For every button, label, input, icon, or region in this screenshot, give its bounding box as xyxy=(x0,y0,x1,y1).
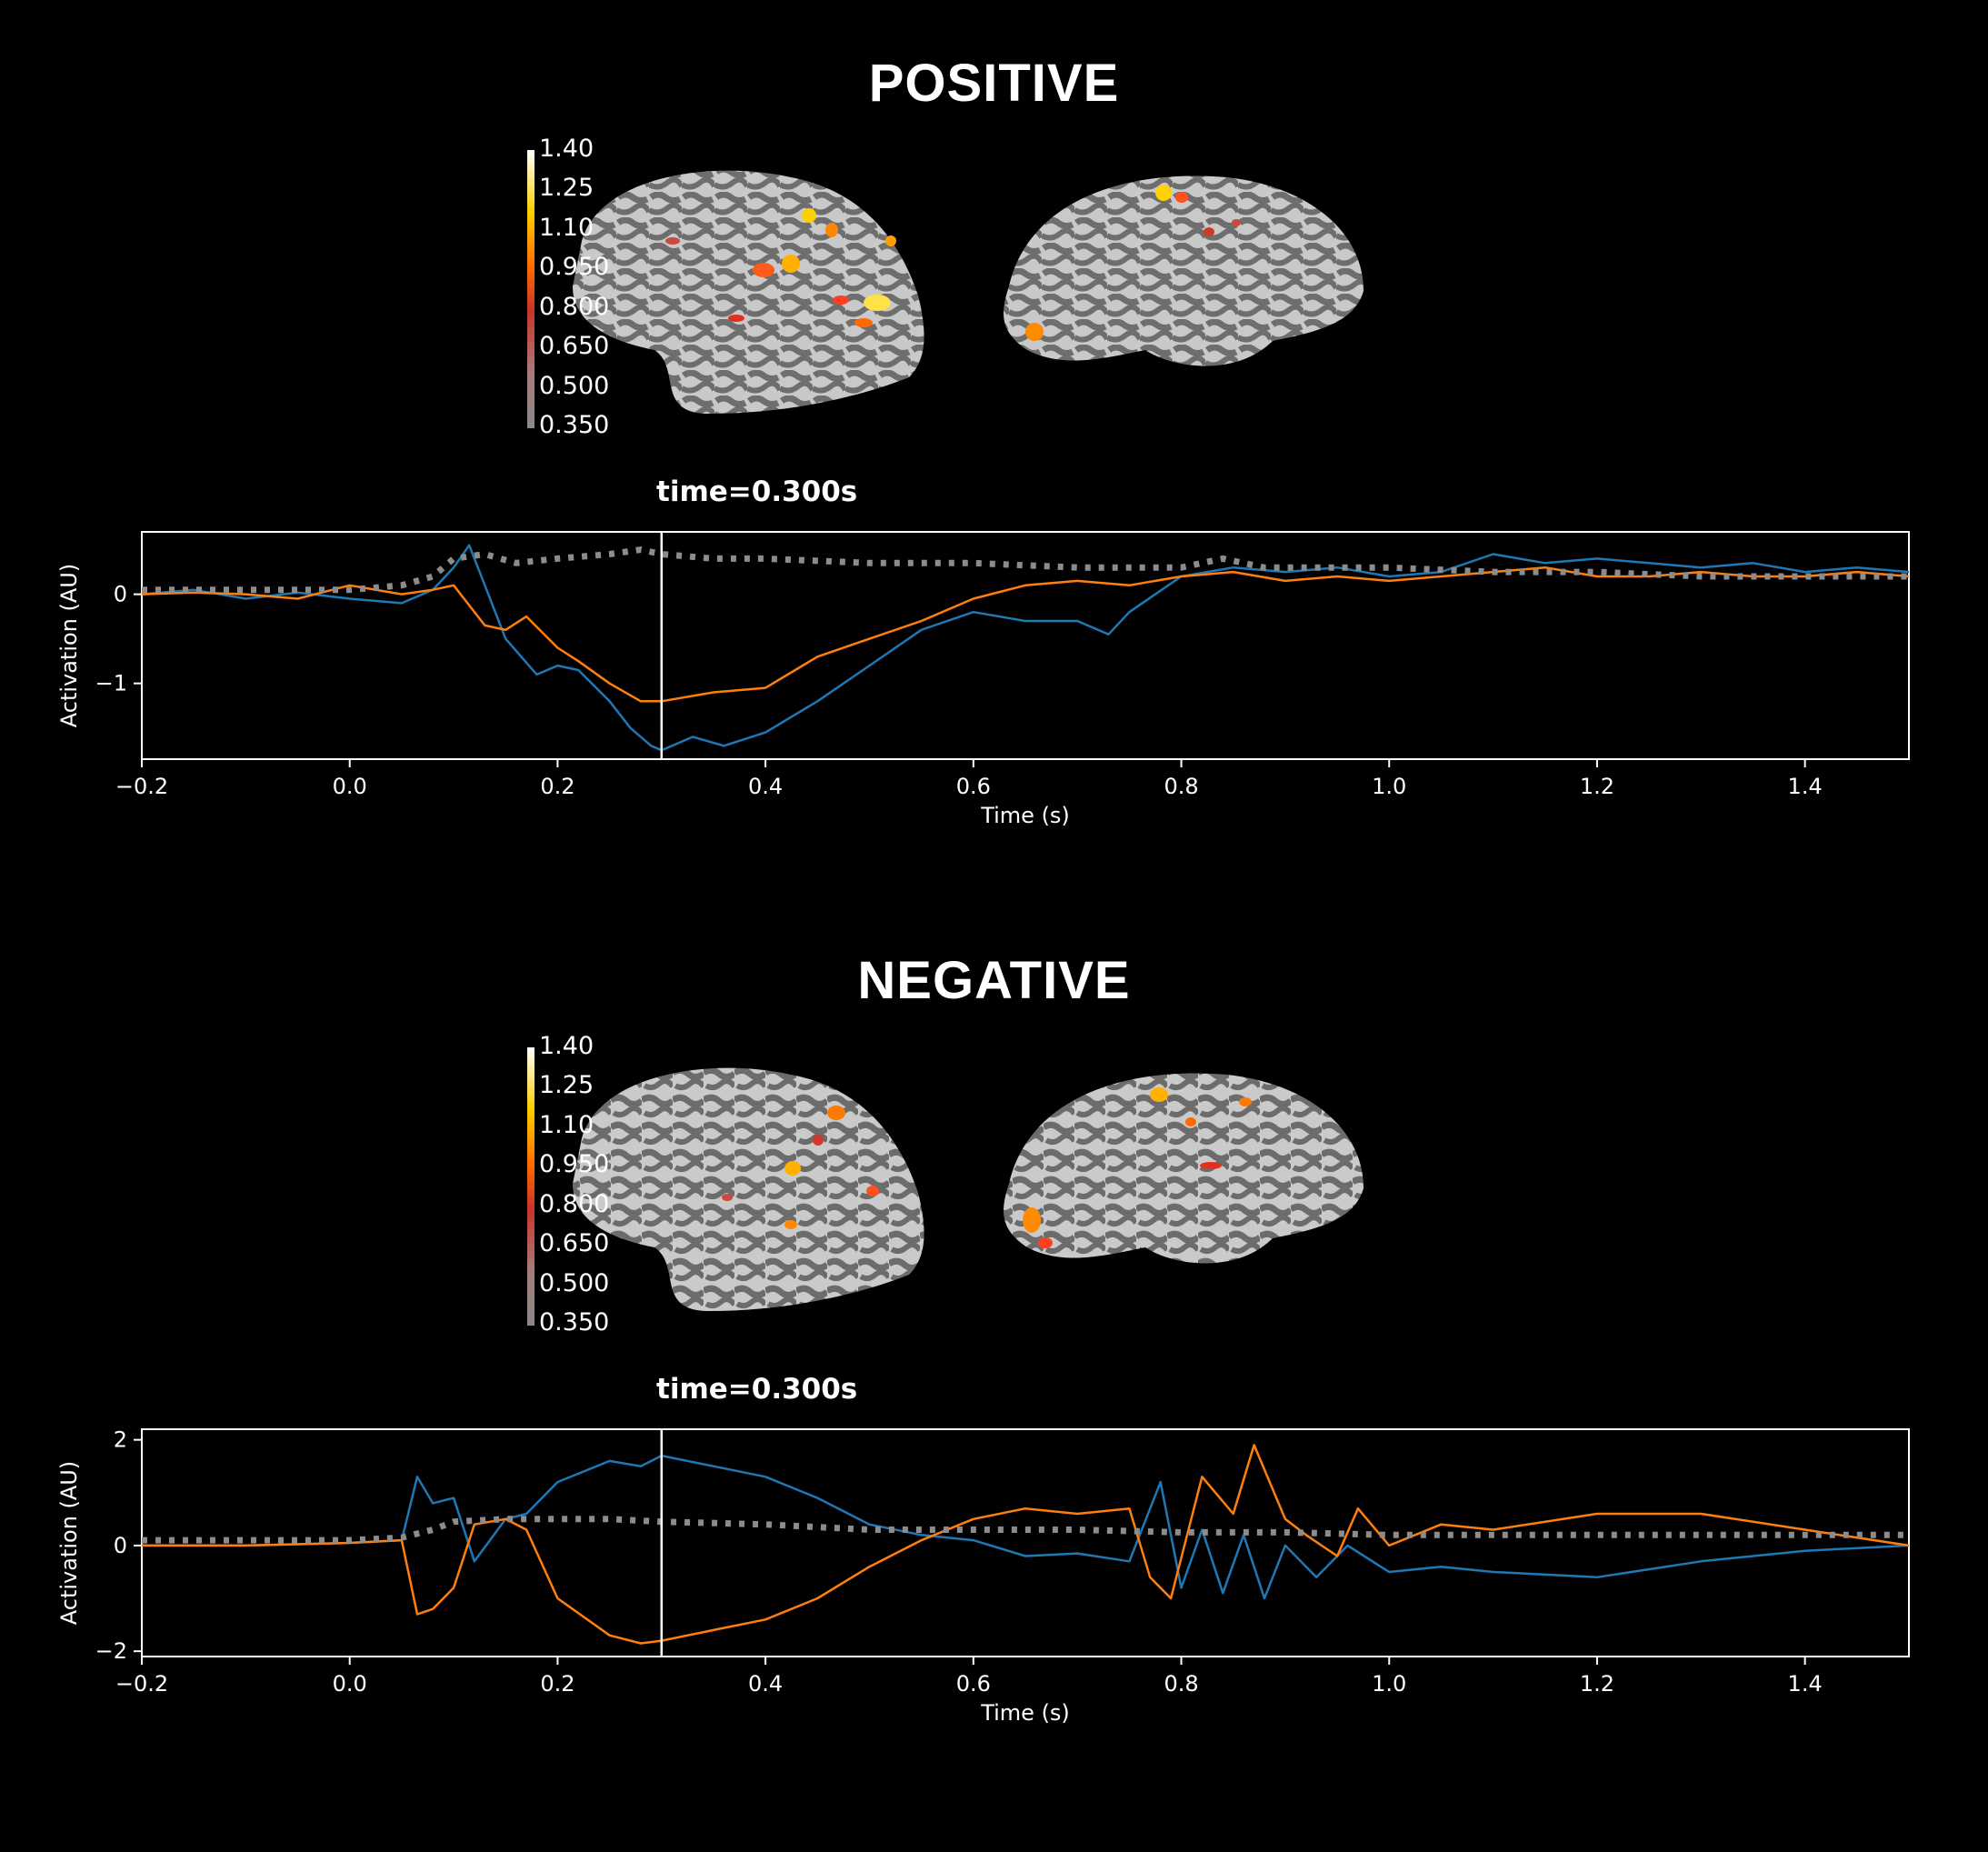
x-tick-label: 0.8 xyxy=(1164,774,1198,799)
negative-panel: NEGATIVE 1.40 1. xyxy=(0,897,1988,1807)
x-tick-label: 0.0 xyxy=(333,1671,367,1697)
y-tick-label: 2 xyxy=(114,1427,127,1453)
colorbar-positive xyxy=(527,150,534,428)
x-tick-label: 1.4 xyxy=(1788,774,1823,799)
colorbar-tick: 0.350 xyxy=(539,411,610,439)
colorbar-tick: 0.800 xyxy=(539,1190,610,1218)
colorbar-tick: 1.10 xyxy=(539,1111,594,1139)
colorbar-tick: 1.10 xyxy=(539,214,594,242)
positive-panel: POSITIVE xyxy=(0,0,1988,909)
colorbar-tick: 0.500 xyxy=(539,372,610,400)
x-tick-label: 1.0 xyxy=(1372,1671,1406,1697)
brain-surface-positive xyxy=(573,170,1364,414)
x-tick-label: 1.0 xyxy=(1372,774,1406,799)
colorbar-tick: 0.500 xyxy=(539,1269,610,1297)
plot-frame xyxy=(141,531,1910,760)
colorbar-tick: 0.650 xyxy=(539,332,610,360)
x-axis-label: Time (s) xyxy=(980,1700,1070,1726)
x-tick-label: 0.2 xyxy=(540,774,574,799)
colorbar-tick: 1.25 xyxy=(539,1071,594,1099)
x-tick-label: 0.8 xyxy=(1164,1671,1198,1697)
x-tick-label: 1.2 xyxy=(1580,774,1614,799)
brain-surface-negative xyxy=(573,1067,1364,1311)
colorbar-tick: 1.25 xyxy=(539,174,594,202)
x-tick-label: 1.2 xyxy=(1580,1671,1614,1697)
right-hemisphere-positive xyxy=(1004,175,1364,366)
colorbar-tick: 0.950 xyxy=(539,1150,610,1178)
timecourse-chart-negative: −0.2 0.0 0.2 0.4 0.6 0.8 1.0 1.2 1.4 −2 0 2 Time (s)… xyxy=(56,1427,1910,1726)
colorbar-tick: 1.40 xyxy=(539,1032,594,1060)
colorbar-tick: 0.350 xyxy=(539,1308,610,1336)
y-axis-label: Activation (AU) xyxy=(56,564,82,728)
colorbar-tick: 0.800 xyxy=(539,293,610,321)
series-line-orange xyxy=(141,566,1910,703)
time-label-negative: time=0.300s xyxy=(656,1373,858,1406)
x-tick-label: −0.2 xyxy=(115,1671,168,1697)
time-label-positive: time=0.300s xyxy=(656,476,858,508)
x-tick-label: 0.2 xyxy=(540,1671,574,1697)
left-hemisphere-negative xyxy=(573,1067,924,1311)
series-line-blue xyxy=(142,1454,1910,1600)
y-tick-label: 0 xyxy=(114,1533,127,1558)
x-tick-label: −0.2 xyxy=(115,774,168,799)
x-tick-label: 0.6 xyxy=(956,1671,991,1697)
x-tick-label: 0.4 xyxy=(748,1671,783,1697)
colorbar-negative xyxy=(527,1047,534,1326)
left-hemisphere-positive xyxy=(573,170,924,414)
plot-frame xyxy=(141,1428,1910,1657)
x-tick-label: 0.0 xyxy=(333,774,367,799)
dotted-series-line xyxy=(142,1516,1909,1544)
section-title-positive: POSITIVE xyxy=(868,54,1120,113)
x-axis-label: Time (s) xyxy=(980,803,1070,828)
y-tick-label: 0 xyxy=(114,582,127,607)
y-tick-label: −2 xyxy=(95,1638,127,1664)
y-axis-label: Activation (AU) xyxy=(56,1461,82,1626)
dotted-series-line xyxy=(142,546,1909,594)
right-hemisphere-negative xyxy=(1004,1073,1364,1264)
timecourse-chart-positive: −0.2 0.0 0.2 0.4 0.6 0.8 1.0 1.2 1.4 −1 0 Time (s) A… xyxy=(56,531,1910,828)
y-tick-label: −1 xyxy=(95,671,127,696)
section-title-negative: NEGATIVE xyxy=(857,951,1131,1010)
colorbar-tick: 0.650 xyxy=(539,1229,610,1257)
x-tick-label: 0.4 xyxy=(748,774,783,799)
x-tick-label: 1.4 xyxy=(1788,1671,1823,1697)
colorbar-tick: 1.40 xyxy=(539,135,594,163)
colorbar-tick: 0.950 xyxy=(539,253,610,281)
x-tick-label: 0.6 xyxy=(956,774,991,799)
series-line-orange xyxy=(142,1444,1910,1645)
series-line-blue xyxy=(141,544,1910,752)
